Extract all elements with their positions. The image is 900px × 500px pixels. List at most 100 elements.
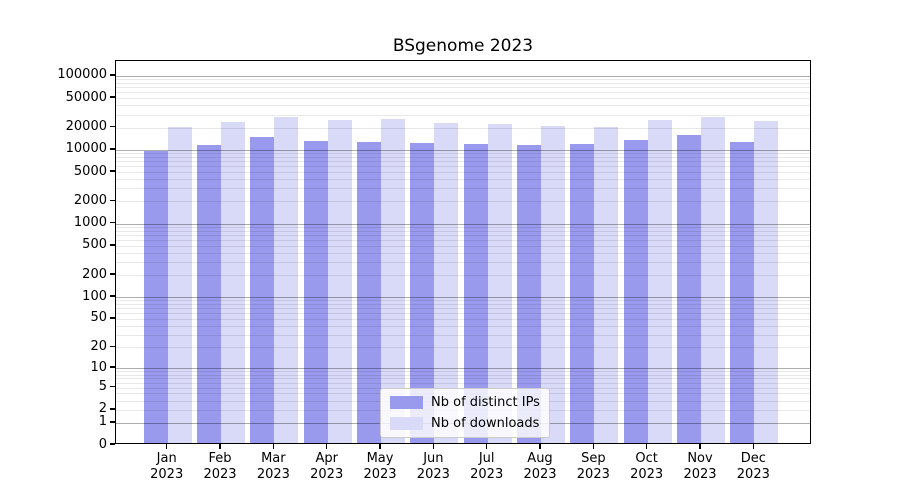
y-tick-label-20000: 20000 [65, 119, 107, 135]
y-tick-label-500: 500 [82, 237, 107, 253]
x-tick-label-jan: Jan 2023 [150, 451, 184, 482]
bar-downloads-dec [754, 120, 779, 443]
y-tick-mark [110, 366, 115, 368]
legend-swatch-distinct-ips [390, 396, 423, 409]
gridline-60 [116, 313, 810, 315]
gridline-200 [116, 275, 810, 277]
y-tick-label-100: 100 [82, 288, 107, 304]
bar-distinct-ips-apr [303, 140, 328, 443]
x-tick-label-jun: Jun 2023 [416, 451, 450, 482]
y-tick-label-1000: 1000 [73, 215, 107, 231]
y-tick-label-10000: 10000 [65, 141, 107, 157]
x-tick-mark [645, 444, 648, 449]
x-tick-label-sep: Sep 2023 [576, 451, 610, 482]
legend: Nb of distinct IPs Nb of downloads [380, 388, 550, 438]
gridline-50000 [116, 98, 810, 100]
x-tick-mark [432, 444, 435, 449]
bar-distinct-ips-nov [677, 135, 701, 443]
x-tick-mark [379, 444, 381, 449]
y-tick-label-5: 5 [98, 379, 107, 395]
gridline-8 [116, 374, 810, 376]
gridline-70 [116, 308, 810, 310]
bar-downloads-nov [701, 116, 725, 443]
legend-item-downloads: Nb of downloads [390, 416, 540, 431]
legend-item-distinct-ips: Nb of distinct IPs [390, 395, 540, 410]
gridline-8000 [116, 156, 810, 158]
bar-distinct-ips-dec [730, 141, 755, 443]
x-tick-mark [752, 444, 755, 449]
gridline-400 [116, 252, 810, 254]
gridline-500 [116, 245, 810, 247]
gridline-10 [116, 368, 810, 370]
gridline-30 [116, 334, 810, 336]
y-tick-mark [110, 443, 115, 445]
bar-downloads-jan [167, 126, 192, 443]
gridline-20000 [116, 127, 810, 129]
x-tick-mark [325, 444, 328, 449]
bar-downloads-feb [221, 122, 246, 443]
gridline-4000 [116, 179, 810, 181]
gridline-900 [116, 226, 810, 228]
legend-swatch-downloads [390, 417, 423, 430]
y-tick-mark [110, 96, 115, 98]
chart-title: BSgenome 2023 [392, 36, 534, 56]
gridline-90 [116, 300, 810, 302]
y-tick-label-200: 200 [82, 266, 107, 282]
gridline-1000 [116, 223, 810, 225]
bar-downloads-mar [274, 116, 299, 443]
y-tick-mark [110, 421, 115, 423]
gridline-5000 [116, 172, 810, 173]
x-tick-label-dec: Dec 2023 [736, 451, 770, 482]
y-tick-mark [110, 199, 115, 202]
y-tick-mark [110, 74, 115, 76]
y-tick-mark [110, 345, 115, 348]
y-tick-label-2: 2 [98, 401, 107, 417]
y-tick-label-50000: 50000 [65, 89, 107, 105]
legend-label-downloads: Nb of downloads [431, 416, 540, 431]
y-tick-mark [110, 244, 115, 246]
x-tick-label-feb: Feb 2023 [203, 451, 237, 482]
gridline-7 [116, 378, 810, 380]
gridline-50 [116, 318, 810, 320]
x-tick-mark [272, 444, 275, 449]
y-tick-mark [110, 317, 115, 319]
x-tick-label-mar: Mar 2023 [256, 451, 290, 482]
x-tick-label-jul: Jul 2023 [470, 451, 504, 482]
gridline-6000 [116, 166, 810, 168]
plot-area [115, 60, 811, 444]
x-tick-mark [699, 444, 701, 449]
x-tick-mark [592, 444, 595, 449]
bar-distinct-ips-mar [250, 137, 275, 443]
y-tick-mark [110, 125, 115, 128]
x-tick-mark [539, 444, 541, 449]
bar-distinct-ips-sep [570, 144, 595, 443]
y-tick-label-5000: 5000 [73, 163, 107, 179]
x-tick-label-oct: Oct 2023 [630, 451, 664, 482]
x-tick-label-may: May 2023 [363, 451, 397, 482]
y-tick-label-50: 50 [90, 310, 107, 326]
gridline-9 [116, 371, 810, 373]
x-tick-label-apr: Apr 2023 [310, 451, 344, 482]
gridline-800 [116, 230, 810, 232]
y-tick-label-1: 1 [98, 414, 107, 430]
x-tick-mark [219, 444, 221, 449]
y-tick-label-10: 10 [90, 359, 107, 375]
gridline-90000 [116, 79, 810, 81]
y-tick-label-0: 0 [98, 436, 107, 452]
bar-distinct-ips-oct [623, 139, 648, 443]
gridline-3000 [116, 188, 810, 190]
x-tick-mark [165, 444, 168, 449]
bar-distinct-ips-feb [197, 144, 222, 443]
gridline-100 [116, 297, 810, 299]
gridline-700 [116, 234, 810, 236]
gridline-80 [116, 304, 810, 306]
y-tick-label-20: 20 [90, 338, 107, 354]
y-tick-mark [110, 221, 115, 224]
gridline-40000 [116, 105, 810, 107]
y-tick-mark [110, 170, 115, 172]
bar-distinct-ips-may [357, 142, 382, 443]
x-tick-label-nov: Nov 2023 [683, 451, 717, 482]
gridline-6 [116, 382, 810, 384]
bar-downloads-sep [594, 126, 619, 443]
